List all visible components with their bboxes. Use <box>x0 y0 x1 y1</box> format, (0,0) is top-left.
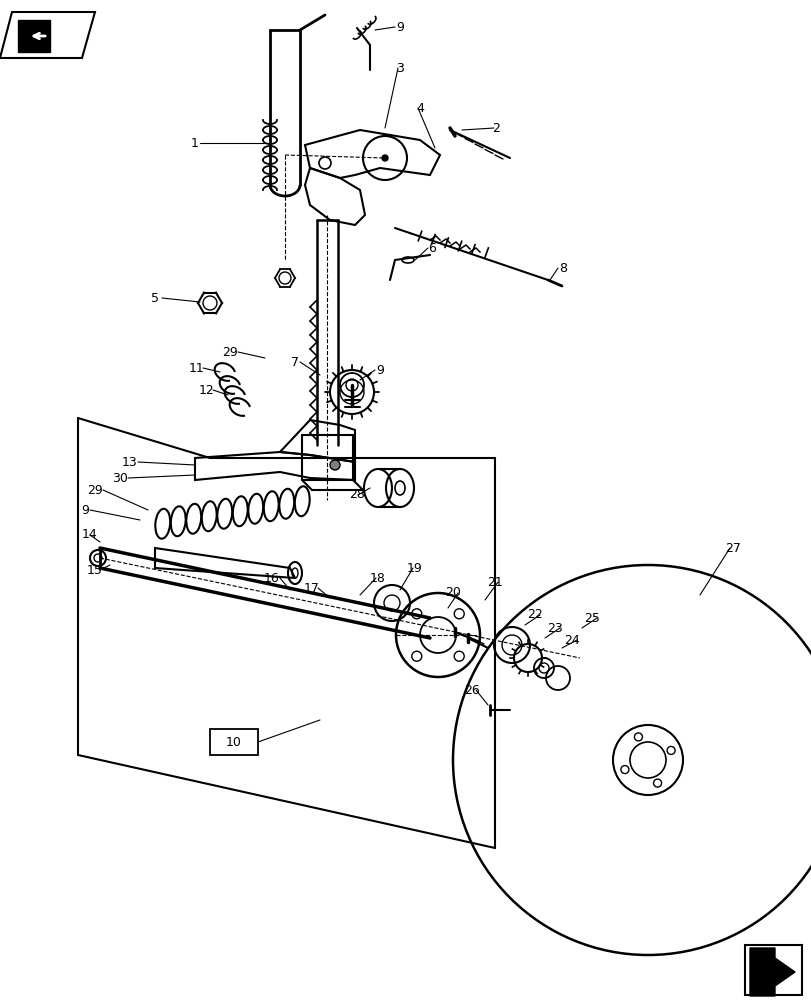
Text: 5: 5 <box>151 292 159 304</box>
Text: 21: 21 <box>487 576 502 588</box>
Polygon shape <box>0 12 95 58</box>
Text: 3: 3 <box>396 62 403 75</box>
Text: 11: 11 <box>189 361 204 374</box>
Text: 25: 25 <box>583 611 599 624</box>
Text: 2: 2 <box>491 122 500 135</box>
Text: 9: 9 <box>375 363 384 376</box>
Text: 27: 27 <box>724 542 740 554</box>
Text: 9: 9 <box>81 504 89 516</box>
Text: 20: 20 <box>444 586 461 599</box>
Text: 12: 12 <box>199 383 215 396</box>
Text: 24: 24 <box>564 634 579 646</box>
Text: 18: 18 <box>370 572 385 584</box>
Text: 6: 6 <box>427 241 436 254</box>
Polygon shape <box>749 948 794 996</box>
Text: 14: 14 <box>82 528 98 542</box>
Text: 13: 13 <box>122 456 138 468</box>
Circle shape <box>381 155 388 161</box>
Text: 22: 22 <box>526 608 543 621</box>
Text: 28: 28 <box>349 488 364 502</box>
Text: 16: 16 <box>264 572 280 584</box>
Text: 8: 8 <box>558 261 566 274</box>
Text: 29: 29 <box>87 484 103 496</box>
Text: 19: 19 <box>406 562 423 574</box>
Circle shape <box>329 460 340 470</box>
Text: 23: 23 <box>547 621 562 634</box>
Circle shape <box>90 550 106 566</box>
Polygon shape <box>18 20 50 52</box>
Text: 10: 10 <box>225 735 242 748</box>
Text: 7: 7 <box>290 356 298 368</box>
Text: 15: 15 <box>87 564 103 576</box>
Bar <box>744 945 801 995</box>
Text: 4: 4 <box>415 102 423 115</box>
Text: 17: 17 <box>303 582 320 594</box>
Bar <box>210 729 258 755</box>
Text: 30: 30 <box>112 472 128 485</box>
Text: 29: 29 <box>222 346 238 359</box>
Text: 1: 1 <box>191 137 199 150</box>
Text: 9: 9 <box>396 21 403 34</box>
Text: 26: 26 <box>464 684 479 696</box>
